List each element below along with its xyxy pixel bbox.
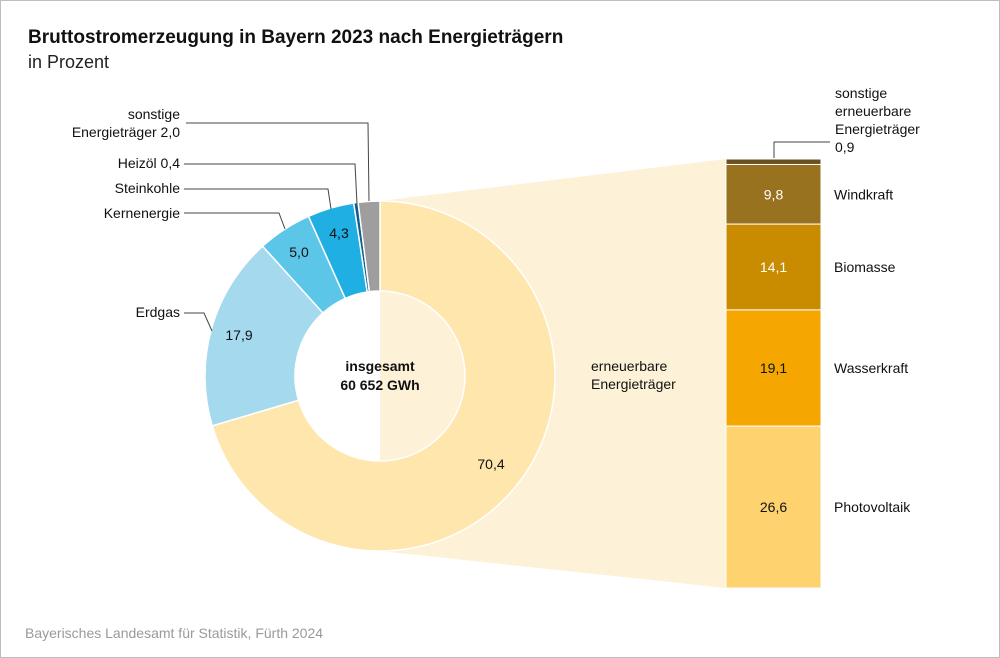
category-label: Heizöl 0,4	[118, 155, 180, 171]
donut-slice	[357, 200, 381, 293]
chart-subtitle: in Prozent	[28, 52, 110, 72]
center-label: insgesamt	[345, 358, 415, 374]
category-label: Erdgas	[136, 304, 180, 320]
leader-line	[184, 163, 358, 205]
donut-category-label: Energieträger	[591, 376, 676, 392]
donut-value-label: 5,0	[289, 244, 309, 260]
donut-slice	[211, 200, 556, 552]
bar-value-label: 14,1	[760, 259, 787, 275]
leader-line	[184, 188, 332, 210]
bar-segment	[725, 309, 822, 427]
donut-value-label: 4,3	[329, 225, 349, 241]
bar-category-label: Energieträger	[835, 121, 920, 137]
leader-line	[184, 212, 286, 230]
bar-category-label: sonstige	[835, 85, 887, 101]
center-total: 60 652 GWh	[340, 377, 419, 393]
category-label: sonstige	[128, 106, 180, 122]
bar-category-label: 0,9	[835, 139, 855, 155]
bar-value-label: 9,8	[764, 186, 784, 202]
bar-value-label: 19,1	[760, 360, 787, 376]
category-label: Steinkohle	[115, 180, 181, 196]
donut-value-label: 70,4	[477, 456, 504, 472]
donut-value-label: 17,9	[225, 327, 252, 343]
category-label: Energieträger 2,0	[72, 124, 180, 140]
bar-segment	[725, 158, 822, 165]
bar-category-label: Biomasse	[834, 259, 896, 275]
bar-segment	[725, 425, 822, 589]
bar-segment	[725, 163, 822, 225]
leader-line	[186, 122, 370, 202]
bar-segment	[725, 223, 822, 311]
donut-category-label: erneuerbare	[591, 358, 667, 374]
leader-line	[773, 141, 830, 158]
source-note: Bayerisches Landesamt für Statistik, Für…	[25, 625, 324, 641]
bar-category-label: erneuerbare	[835, 103, 911, 119]
bar-category-label: Wasserkraft	[834, 360, 908, 376]
donut-slice	[204, 245, 325, 427]
chart-title: Bruttostromerzeugung in Bayern 2023 nach…	[28, 27, 564, 48]
category-label: Kernenergie	[104, 205, 180, 221]
leader-line	[184, 312, 213, 332]
bar-category-label: Photovoltaik	[834, 499, 911, 515]
bar-category-label: Windkraft	[834, 186, 893, 202]
bar-value-label: 26,6	[760, 499, 787, 515]
